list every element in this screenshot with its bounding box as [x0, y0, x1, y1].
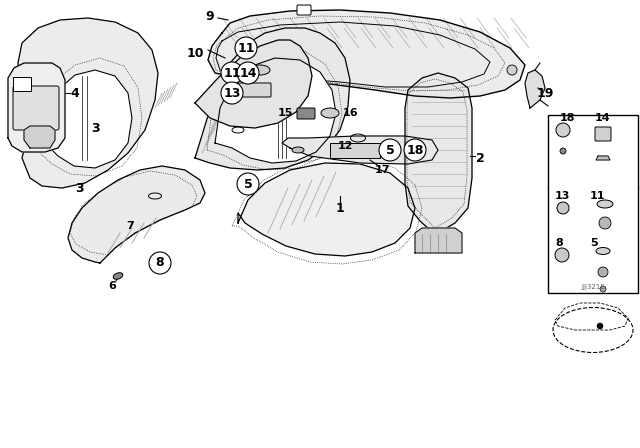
Polygon shape	[596, 156, 610, 160]
FancyBboxPatch shape	[13, 77, 31, 91]
Ellipse shape	[250, 65, 270, 75]
Circle shape	[598, 267, 608, 277]
FancyBboxPatch shape	[297, 5, 311, 15]
FancyBboxPatch shape	[13, 86, 59, 130]
Text: 12: 12	[337, 141, 353, 151]
Polygon shape	[68, 166, 205, 263]
Polygon shape	[24, 126, 55, 148]
Text: 5: 5	[244, 177, 252, 190]
Text: 14: 14	[595, 113, 611, 123]
Text: 11: 11	[223, 66, 241, 79]
Polygon shape	[45, 70, 132, 168]
Circle shape	[235, 37, 257, 59]
Circle shape	[599, 217, 611, 229]
Text: 17: 17	[374, 165, 390, 175]
Text: 11: 11	[590, 191, 605, 201]
FancyBboxPatch shape	[595, 127, 611, 141]
Text: 16: 16	[342, 108, 358, 118]
Polygon shape	[415, 228, 462, 253]
Text: 6: 6	[108, 281, 116, 291]
Text: 14: 14	[239, 66, 257, 79]
Text: 8: 8	[156, 257, 164, 270]
Circle shape	[507, 65, 517, 75]
Circle shape	[556, 123, 570, 137]
Text: 2: 2	[476, 151, 484, 164]
Circle shape	[597, 323, 603, 329]
Text: 3: 3	[76, 181, 84, 194]
Text: 3: 3	[91, 121, 99, 134]
Polygon shape	[195, 40, 312, 128]
FancyBboxPatch shape	[297, 108, 315, 119]
Text: 4: 4	[70, 86, 79, 99]
Circle shape	[600, 286, 606, 292]
Polygon shape	[195, 28, 350, 170]
Circle shape	[379, 139, 401, 161]
Text: 8: 8	[555, 238, 563, 248]
Circle shape	[237, 173, 259, 195]
Circle shape	[221, 82, 243, 104]
Polygon shape	[215, 58, 336, 163]
Text: 15: 15	[277, 108, 292, 118]
Text: 7: 7	[126, 221, 134, 231]
Text: 5: 5	[590, 238, 598, 248]
FancyBboxPatch shape	[234, 83, 271, 97]
Text: JJJ321E: JJJ321E	[581, 284, 605, 290]
FancyBboxPatch shape	[548, 115, 638, 293]
Polygon shape	[8, 63, 65, 152]
Polygon shape	[525, 70, 545, 108]
Text: 5: 5	[386, 143, 394, 156]
Text: 18: 18	[560, 113, 575, 123]
Text: 1: 1	[335, 202, 344, 215]
Circle shape	[149, 252, 171, 274]
Ellipse shape	[321, 108, 339, 118]
Polygon shape	[238, 163, 415, 256]
Text: 13: 13	[555, 191, 570, 201]
Circle shape	[221, 62, 243, 84]
Text: 13: 13	[223, 86, 241, 99]
Circle shape	[404, 139, 426, 161]
Ellipse shape	[292, 147, 304, 153]
Text: 11: 11	[237, 42, 255, 55]
Polygon shape	[282, 136, 438, 164]
Circle shape	[560, 148, 566, 154]
Text: 18: 18	[406, 143, 424, 156]
Polygon shape	[208, 10, 525, 98]
Text: 10: 10	[186, 47, 204, 60]
Text: 9: 9	[205, 9, 214, 22]
Ellipse shape	[113, 273, 123, 279]
Circle shape	[555, 248, 569, 262]
Polygon shape	[405, 73, 472, 233]
Polygon shape	[18, 18, 158, 188]
Ellipse shape	[596, 247, 610, 254]
Circle shape	[557, 202, 569, 214]
FancyBboxPatch shape	[330, 143, 380, 158]
Text: 19: 19	[536, 86, 554, 99]
Ellipse shape	[597, 200, 613, 208]
Circle shape	[237, 62, 259, 84]
